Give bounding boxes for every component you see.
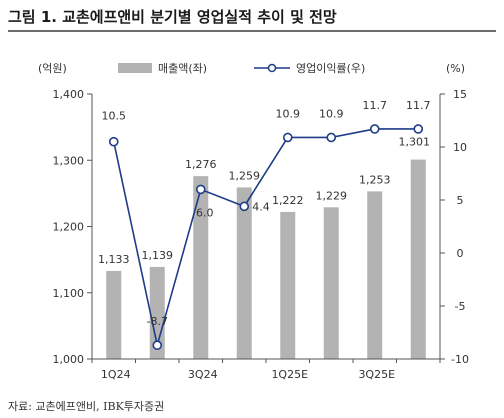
margin-point-1Q25E xyxy=(282,132,293,143)
margin-point-4Q24 xyxy=(239,201,250,212)
bar-value-label: 1,229 xyxy=(316,189,348,202)
bar-2Q24 xyxy=(149,266,165,359)
margin-value-label: 10.9 xyxy=(319,107,344,120)
margin-value-label: 10.9 xyxy=(276,107,301,120)
legend-bar-label: 매출액(좌) xyxy=(158,62,207,75)
bar-1Q25E xyxy=(280,211,296,359)
bar-2Q25E xyxy=(323,207,339,359)
x-axis-tick-label: 3Q25E xyxy=(358,368,395,381)
title-divider xyxy=(8,30,496,32)
bar-3Q25E xyxy=(367,191,383,359)
right-axis-tick-label: -5 xyxy=(455,300,466,313)
left-axis-tick-label: 1,100 xyxy=(53,287,85,300)
x-axis-tick-label: 1Q24 xyxy=(101,368,131,381)
margin-line xyxy=(112,128,419,346)
bar-value-label: 1,253 xyxy=(359,173,391,186)
margin-point-2Q24 xyxy=(152,340,163,351)
margin-point-1Q24 xyxy=(108,136,119,147)
bar-value-label: 1,259 xyxy=(229,169,261,182)
bar-3Q24 xyxy=(193,176,209,359)
margin-value-label: 11.7 xyxy=(406,99,431,112)
margin-point-4Q25E xyxy=(413,124,424,134)
x-axis-tick-label: 3Q24 xyxy=(188,368,218,381)
margin-value-label: 10.5 xyxy=(102,110,127,123)
margin-value-label: 6.0 xyxy=(196,206,214,219)
bar-value-label: 1,301 xyxy=(399,136,431,149)
right-axis-unit: (%) xyxy=(446,62,465,75)
margin-value-label: -8.7 xyxy=(147,315,168,328)
legend-bar-swatch xyxy=(118,63,152,73)
margin-point-2Q25E xyxy=(326,132,337,143)
figure-title: 그림 1. 교촌에프앤비 분기별 영업실적 추이 및 전망 xyxy=(8,8,337,26)
legend-line-label: 영업이익률(우) xyxy=(296,62,365,75)
margin-point-3Q24 xyxy=(195,184,206,195)
bar-value-label: 1,222 xyxy=(272,194,304,207)
bar-value-label: 1,133 xyxy=(98,253,130,266)
margin-value-label: 4.4 xyxy=(252,200,270,213)
left-axis-tick-label: 1,400 xyxy=(53,88,85,101)
left-axis-tick-label: 1,200 xyxy=(53,221,85,234)
margin-point-3Q25E xyxy=(369,124,380,134)
source-note: 자료: 교촌에프앤비, IBK투자증권 xyxy=(8,400,165,413)
left-axis-tick-label: 1,000 xyxy=(53,353,85,366)
bar-4Q24 xyxy=(236,187,252,359)
margin-value-label: 11.7 xyxy=(363,99,388,112)
x-axis-tick-label: 1Q25E xyxy=(271,368,308,381)
bar-1Q24 xyxy=(106,270,122,359)
right-axis-tick-label: 15 xyxy=(453,88,467,101)
left-axis-unit: (억원) xyxy=(38,62,67,75)
bar-4Q25E xyxy=(410,159,426,359)
right-axis-tick-label: 5 xyxy=(457,194,464,207)
right-axis-tick-label: -10 xyxy=(451,353,469,366)
right-axis-tick-label: 10 xyxy=(453,141,467,154)
legend-line-marker xyxy=(267,63,277,73)
left-axis-tick-label: 1,300 xyxy=(53,154,85,167)
bar-value-label: 1,276 xyxy=(185,158,217,171)
bar-value-label: 1,139 xyxy=(142,249,174,262)
right-axis-tick-label: 0 xyxy=(457,247,464,260)
